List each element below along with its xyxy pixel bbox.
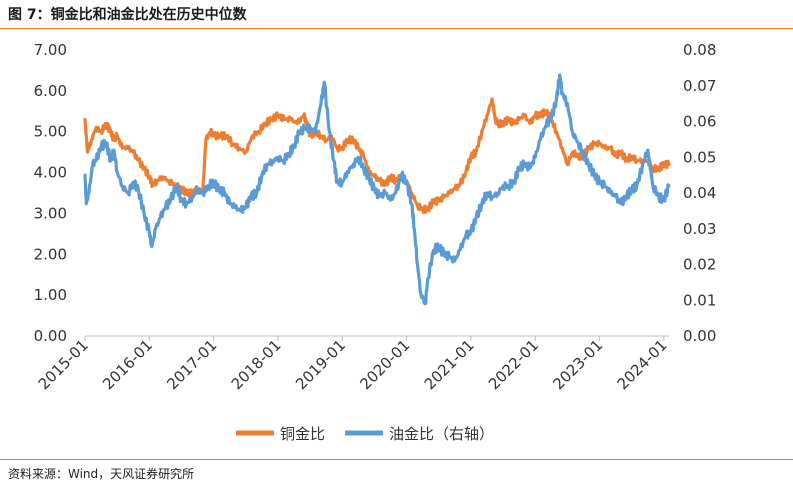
left-axis-tick-label: 5.00 <box>34 123 67 141</box>
right-axis-tick-label: 0.03 <box>683 220 716 238</box>
x-axis-tick-label: 2019-01 <box>292 336 349 393</box>
x-axis-tick-label: 2022-01 <box>485 336 542 393</box>
left-axis-tick-label: 2.00 <box>34 245 67 263</box>
left-axis-ticks: 0.00 1.00 2.00 3.00 4.00 5.00 6.00 7.00 <box>34 41 67 345</box>
right-axis-tick-label: 0.04 <box>683 184 716 202</box>
right-axis-ticks: 0.00 0.01 0.02 0.03 0.04 0.05 0.06 0.07 0.08 <box>683 41 716 345</box>
legend-copper-gold-label: 铜金比 <box>280 425 325 443</box>
left-axis-tick-label: 1.00 <box>34 286 67 304</box>
x-axis-ticks: 2015-01 2016-01 2017-01 2018-01 2019-01 2020-… <box>35 336 671 393</box>
x-axis-tick-label: 2017-01 <box>163 336 220 393</box>
title-rule <box>0 28 793 29</box>
source-note: 资料来源：Wind，天风证券研究所 <box>8 467 195 481</box>
legend: 铜金比 油金比（右轴） <box>236 425 494 443</box>
right-axis-tick-label: 0.00 <box>683 327 716 345</box>
x-axis-tick-label: 2018-01 <box>228 336 285 393</box>
source-rule <box>0 459 793 460</box>
left-axis-tick-label: 6.00 <box>34 82 67 100</box>
left-axis-tick-label: 3.00 <box>34 204 67 222</box>
x-axis-tick-label: 2024-01 <box>614 336 671 393</box>
right-axis-tick-label: 0.07 <box>683 77 716 95</box>
left-axis-tick-label: 4.00 <box>34 164 67 182</box>
copper-gold-ratio-line <box>83 97 671 215</box>
plot-area <box>83 73 671 337</box>
oil-gold-ratio-line <box>83 73 671 306</box>
right-axis-tick-label: 0.05 <box>683 148 716 166</box>
left-axis-tick-label: 0.00 <box>34 327 67 345</box>
chart-area: 0.001.002.003.004.005.006.007.00 0.000.0… <box>34 41 717 443</box>
x-axis-tick-label: 2023-01 <box>549 336 606 393</box>
figure-title: 图 7：铜金比和油金比处在历史中位数 <box>8 7 247 23</box>
right-axis-tick-label: 0.02 <box>683 256 716 274</box>
right-axis-tick-label: 0.01 <box>683 291 716 309</box>
x-axis-tick-label: 2021-01 <box>421 336 478 393</box>
legend-oil-gold-label: 油金比（右轴） <box>389 425 494 443</box>
right-axis-tick-label: 0.08 <box>683 41 716 59</box>
left-axis-tick-label: 7.00 <box>34 41 67 59</box>
right-axis-tick-label: 0.06 <box>683 113 716 131</box>
x-axis-tick-label: 2020-01 <box>356 336 413 393</box>
x-axis-tick-label: 2016-01 <box>99 336 156 393</box>
